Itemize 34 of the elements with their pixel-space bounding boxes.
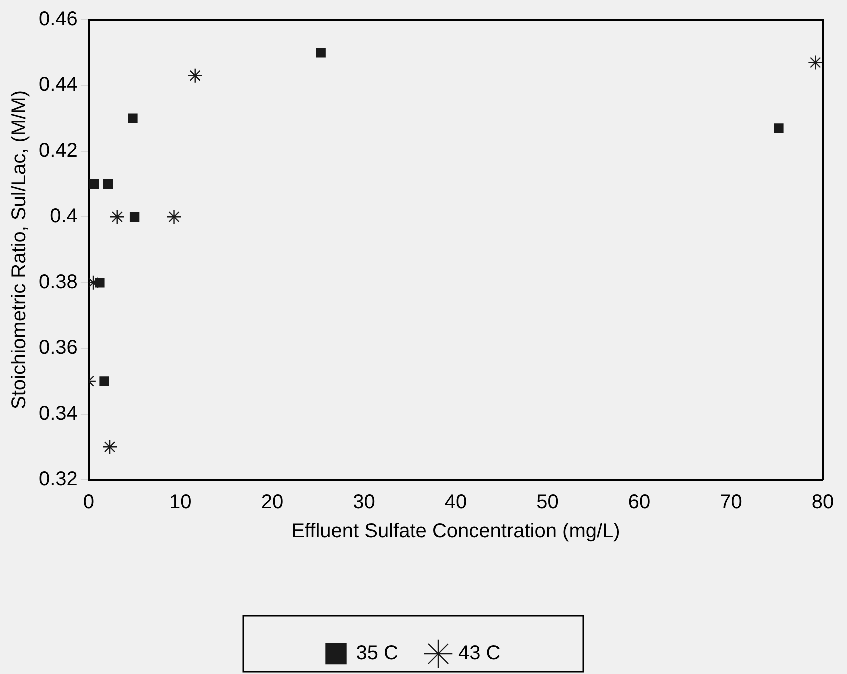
legend-label: 35 C — [356, 642, 399, 665]
x-tick-label: 60 — [628, 492, 651, 514]
point — [102, 440, 118, 455]
point — [188, 68, 203, 84]
point — [103, 179, 114, 190]
point — [128, 114, 138, 124]
point — [774, 124, 784, 134]
x-tick-label: 0 — [83, 492, 94, 514]
point — [110, 210, 125, 225]
point — [100, 376, 110, 386]
y-tick-label: 0.34 — [38, 402, 78, 425]
x-tick-label: 80 — [812, 492, 834, 514]
y-tick-label: 0.32 — [38, 468, 78, 491]
y-tick-label: 0.42 — [38, 140, 78, 162]
point — [90, 179, 100, 190]
point — [316, 48, 326, 58]
legend-label: 43 C — [458, 642, 501, 665]
x-tick-label: 10 — [170, 492, 192, 514]
point — [808, 55, 823, 70]
x-axis-title: Effluent Sulfate Concentration (mg/L) — [292, 520, 620, 543]
point — [130, 212, 140, 222]
y-axis-title: Stoichiometric Ratio, Sul/Lac, (M/M) — [8, 90, 31, 410]
point — [95, 278, 105, 288]
point — [166, 210, 182, 225]
y-tick-label: 0.46 — [38, 8, 78, 31]
y-tick-label: 0.44 — [38, 74, 78, 96]
y-tick-label: 0.4 — [50, 206, 78, 228]
y-tick-label: 0.38 — [38, 271, 78, 294]
x-tick-label: 20 — [261, 492, 284, 514]
y-tick-label: 0.36 — [38, 337, 78, 360]
x-tick-label: 30 — [353, 492, 376, 514]
x-tick-label: 50 — [536, 492, 559, 514]
x-tick-label: 70 — [720, 492, 742, 514]
x-tick-label: 40 — [444, 492, 468, 514]
